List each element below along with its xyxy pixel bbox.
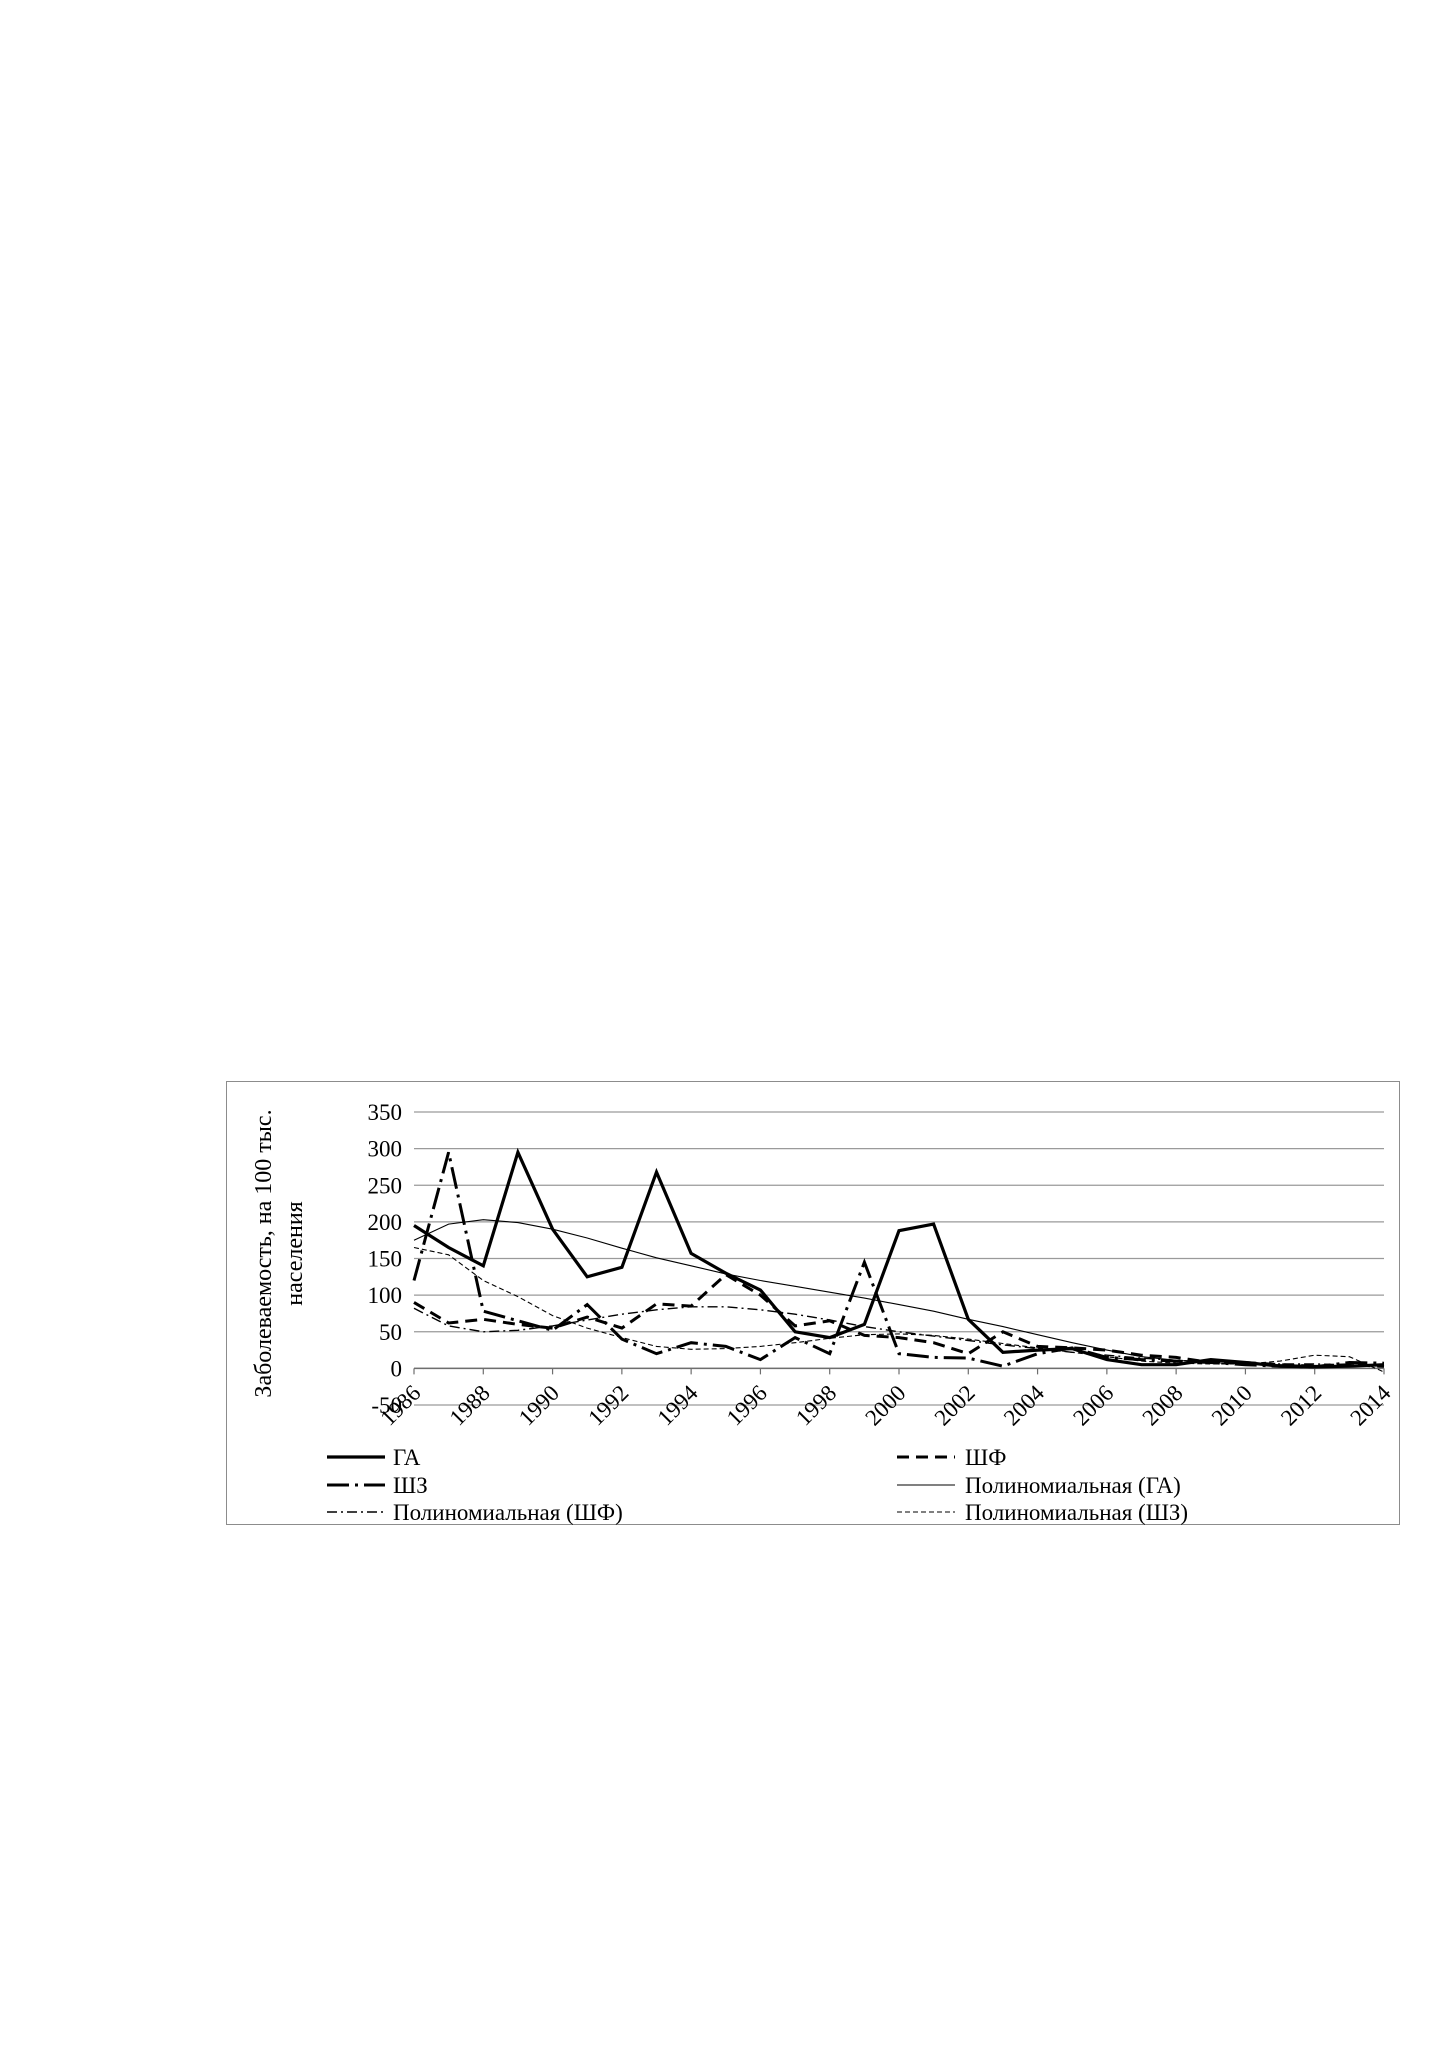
y-tick-label: 350 — [368, 1100, 403, 1125]
series-line-1 — [413, 1272, 1385, 1368]
axes: -50 0 50 100 150 200 250 300 350 1986 1988 1990 1992… — [368, 1100, 1396, 1430]
y-tick-label: -50 — [371, 1393, 402, 1418]
y-tick-label: 200 — [368, 1210, 403, 1235]
x-tick-label: 2012 — [1276, 1380, 1326, 1430]
y-tick-label: 150 — [368, 1247, 403, 1272]
x-tick-label: 2008 — [1137, 1380, 1187, 1430]
legend-label-3: Полиномиальная (ГА) — [965, 1473, 1181, 1498]
line-chart: -50 0 50 100 150 200 250 300 350 1986 1988 1990 1992… — [251, 1100, 1396, 1525]
x-tick-label: 1998 — [791, 1380, 841, 1430]
series-line-0 — [413, 1147, 1385, 1369]
y-tick-label: 300 — [368, 1137, 403, 1162]
x-tick-label: 2002 — [930, 1380, 980, 1430]
series-line-2 — [412, 1151, 1385, 1369]
x-tick-label: 1990 — [514, 1380, 564, 1430]
x-tick-label: 1996 — [722, 1380, 772, 1430]
y-tick-label: 50 — [379, 1320, 402, 1345]
legend-label-1: ШФ — [965, 1445, 1006, 1470]
x-tick-label: 1986 — [375, 1380, 425, 1430]
x-tick-label: 2006 — [1068, 1380, 1118, 1430]
x-tick-label: 2000 — [860, 1380, 910, 1430]
x-tick-label: 1988 — [445, 1380, 495, 1430]
series-line-5 — [413, 1246, 1385, 1373]
y-axis-label-line: населения — [282, 1201, 308, 1305]
x-tick-label: 2014 — [1345, 1380, 1396, 1431]
y-tick-label: 250 — [368, 1173, 403, 1198]
series-line-4 — [413, 1306, 1385, 1367]
x-tick-label: 1992 — [583, 1380, 633, 1430]
y-axis-label-line: Заболеваемость, на 100 тыс. — [251, 1109, 277, 1397]
legend-label-4: Полиномиальная (ШФ) — [393, 1500, 623, 1525]
legend-label-2: ШЗ — [393, 1473, 428, 1498]
chart-frame: -50 0 50 100 150 200 250 300 350 1986 1988 1990 1992… — [226, 1081, 1400, 1525]
legend-label-0: ГА — [393, 1445, 421, 1470]
x-tick-label: 2010 — [1207, 1380, 1257, 1430]
y-axis-label: Заболеваемость, на 100 тыс. населения — [251, 1109, 308, 1397]
y-tick-label: 100 — [368, 1283, 403, 1308]
y-tick-label: 0 — [391, 1356, 403, 1381]
series-line-3 — [413, 1219, 1385, 1367]
legend-label-5: Полиномиальная (ШЗ) — [965, 1500, 1188, 1525]
series-lines — [412, 1147, 1385, 1373]
